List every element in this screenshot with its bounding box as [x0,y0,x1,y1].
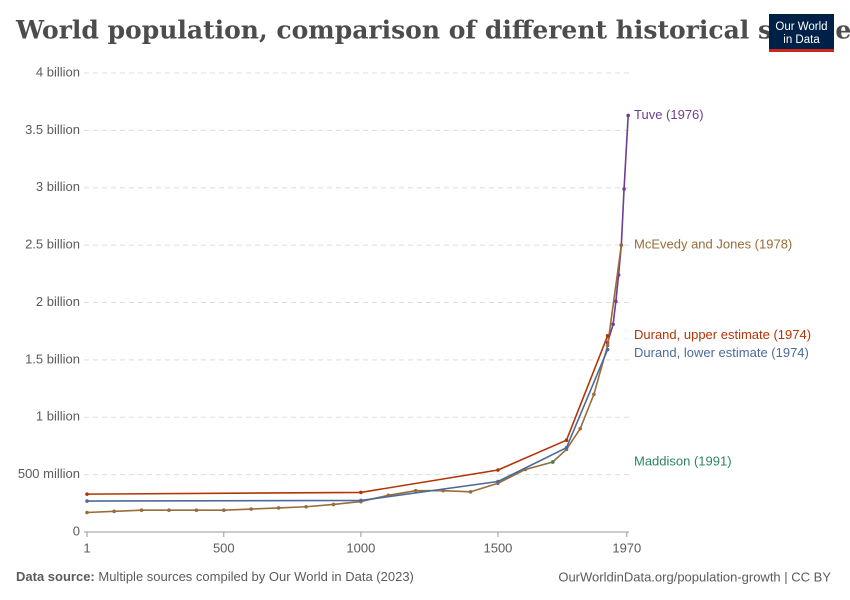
series-line [606,115,629,343]
logo-box [769,14,834,52]
data-point [614,299,618,304]
source: Multiple sources compiled by Our World i… [98,569,414,584]
x-tick-label: 1000 [346,540,375,555]
data-point [85,492,89,496]
data-point [564,445,569,450]
series-line [86,349,609,502]
data-point [85,510,89,515]
data-point [359,498,363,503]
x-tick-label: 1970 [612,540,641,555]
data-point [611,322,615,327]
logo-text: Our World [775,21,827,33]
data-point [592,392,596,397]
data-point [304,504,308,509]
data-point [578,426,583,431]
data-point [564,438,569,443]
y-tick-label: 0 [73,523,80,538]
y-tick-label: 500 million [18,466,80,481]
data-point [194,508,199,512]
legend-label: Maddison (1991) [634,453,732,468]
data-point [167,508,171,512]
series-line [86,245,623,514]
data-point [85,499,89,503]
data-point [359,490,363,495]
data-point [605,343,610,348]
x-tick-label: 1500 [483,540,512,555]
y-tick-label: 1.5 billion [25,351,80,366]
footer-source: Data source: Multiple sources compiled b… [16,569,414,584]
x-tick-label: 500 [213,540,235,555]
chart-title: World population, comparison of differen… [15,16,850,45]
data-point [496,479,500,484]
data-point [605,333,610,338]
y-tick-label: 4 billion [36,64,80,79]
data-point [276,506,281,510]
footer-url: OurWorldinData.org/population-growth | C… [558,569,831,584]
data-point [605,347,610,352]
data-point [249,507,254,511]
legend-label: Tuve (1976) [634,107,704,122]
y-tick-label: 2.5 billion [25,237,80,252]
y-tick-label: 3 billion [36,179,80,194]
x-tick-label: 1 [83,540,90,555]
legend-label: Durand, lower estimate (1974) [634,345,809,360]
y-tick-label: 2 billion [36,294,80,309]
data-point [112,509,116,514]
data-point [626,113,630,118]
data-point [619,243,624,247]
data-point [622,187,626,191]
y-tick-label: 1 billion [36,409,80,424]
data-point [468,490,473,494]
data-point [139,508,144,512]
legend-label: McEvedy and Jones (1978) [634,237,792,252]
legend-label: Durand, upper estimate (1974) [634,327,811,342]
logo-underline [769,49,834,52]
y-tick-label: 3.5 billion [25,122,80,137]
data-point [222,508,226,512]
data-point [331,502,336,507]
data-point [413,488,418,493]
source-label: Data source: [16,569,95,584]
data-point [496,468,500,472]
logo-text: in Data [783,34,820,46]
data-point [550,460,555,464]
